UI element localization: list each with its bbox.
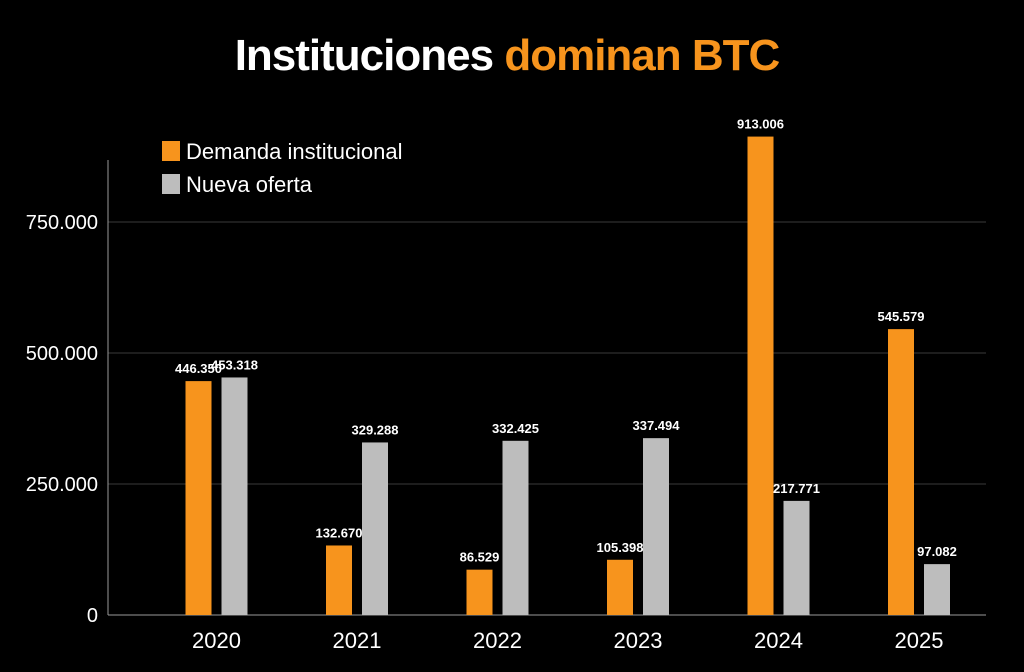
legend-swatch xyxy=(162,141,180,161)
y-tick-label: 750.000 xyxy=(26,212,98,234)
bar-demanda-2023 xyxy=(607,559,633,615)
data-label: 329.288 xyxy=(352,422,399,437)
legend-swatch xyxy=(162,174,180,194)
x-tick-label: 2025 xyxy=(895,628,944,653)
data-label: 446.350 xyxy=(175,361,222,376)
data-label: 545.579 xyxy=(878,309,925,324)
bar-demanda-2021 xyxy=(326,545,352,615)
bar-oferta-2023 xyxy=(643,438,669,615)
bar-oferta-2024 xyxy=(783,500,810,615)
bar-oferta-2025 xyxy=(924,564,950,615)
bar-demanda-2025 xyxy=(888,329,914,615)
data-label: 105.398 xyxy=(597,540,644,555)
x-tick-label: 2024 xyxy=(754,628,803,653)
data-label: 337.494 xyxy=(633,418,681,433)
chart-title-accent: dominan BTC xyxy=(504,31,780,80)
chart-title-white: Instituciones xyxy=(234,31,494,80)
x-tick-label: 2021 xyxy=(333,628,382,653)
bar-demanda-2020 xyxy=(185,381,212,615)
bar-demanda-2024 xyxy=(747,136,774,616)
legend-label: Nueva oferta xyxy=(186,172,313,197)
x-tick-label: 2020 xyxy=(192,628,241,653)
data-label: 86.529 xyxy=(460,550,500,565)
y-tick-label: 0 xyxy=(87,605,98,627)
x-tick-label: 2023 xyxy=(614,628,663,653)
data-label: 913.006 xyxy=(737,117,784,132)
legend-label: Demanda institucional xyxy=(186,139,402,164)
chart-title: Instituciones dominan BTC xyxy=(0,28,1014,84)
bar-demanda-2022 xyxy=(466,569,493,615)
legend: Demanda institucional Nueva oferta xyxy=(162,139,402,197)
y-tick-label: 250.000 xyxy=(26,474,98,496)
data-label: 217.771 xyxy=(773,481,820,496)
y-tick-label: 500.000 xyxy=(26,343,98,365)
bar-oferta-2021 xyxy=(362,442,388,615)
data-label: 132.670 xyxy=(316,525,363,540)
data-label: 453.318 xyxy=(211,357,258,372)
axes: 0 250.000 500.000 750.000 2020 2021 2022 2023 20… xyxy=(26,160,986,653)
data-label: 97.082 xyxy=(917,544,957,559)
bars xyxy=(185,136,950,616)
data-label: 332.425 xyxy=(492,421,539,436)
x-tick-label: 2022 xyxy=(473,628,522,653)
bar-oferta-2022 xyxy=(502,440,529,615)
gridlines xyxy=(108,221,986,485)
bar-oferta-2020 xyxy=(221,377,248,615)
